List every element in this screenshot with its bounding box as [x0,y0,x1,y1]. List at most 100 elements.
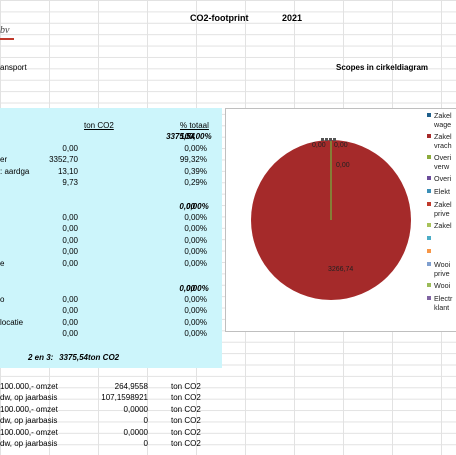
row-pct[interactable]: 0,00% [184,317,207,327]
row-value[interactable]: 0,00 [62,295,78,304]
row-value[interactable]: 13,10 [57,166,78,176]
col-header-ton: ton CO2 [84,121,114,130]
subtotal-scope2-pct[interactable]: 0,00% [186,202,209,211]
legend-entry: Zakel prive [427,200,452,218]
ratio-label: 100.000,- omzet [0,427,58,437]
row-value[interactable]: 0,00 [62,224,78,234]
data-label-main: 3266,74 [328,266,354,273]
row-pct[interactable]: 0,00% [184,258,207,268]
row-pct[interactable]: 0,00% [184,235,207,245]
legend-text: Electr [434,294,453,303]
data-label-3: 0,00 [336,162,350,169]
row-value[interactable]: 9,73 [62,178,78,188]
ratio-value[interactable]: 0,0000 [123,404,148,414]
page-title: CO2-footprint [190,13,249,23]
row-label: o [0,295,5,304]
legend-swatch [427,189,431,193]
ratio-label: dw, op jaarbasis [0,393,58,403]
legend-entry: Wooi [427,281,451,291]
row-label: er [0,155,8,165]
ratio-unit: ton CO2 [171,439,201,448]
sum-value[interactable]: 3375,54 [59,353,88,362]
total-value[interactable]: 3375,54 [166,132,195,141]
col-header-pct: % totaal [180,121,209,130]
legend-text: Zakel [434,221,452,230]
ratio-value[interactable]: 0,0000 [123,427,148,437]
row-pct[interactable]: 0,00% [184,144,207,153]
legend-text-2: vrach [434,140,452,150]
ratio-value[interactable]: 107,1598921 [101,393,148,403]
legend-swatch [427,155,431,159]
row-label: e [0,258,5,268]
row-pct[interactable]: 0,00% [184,213,207,222]
legend-text: Overi [434,174,452,183]
legend-text-2: prive [434,208,450,218]
ratio-unit: ton CO2 [171,427,201,437]
row-pct[interactable]: 0,00% [184,306,207,316]
legend-entry: Elekt [427,187,450,197]
legend-swatch [427,134,431,138]
legend-text: Wooi [434,260,451,269]
legend-entry: Electr klant [427,294,453,312]
legend-swatch [427,176,431,180]
row-pct[interactable]: 0,00% [184,329,207,339]
legend-text: Wooi [434,281,451,290]
pie-chart-box[interactable]: 0,00 0,00 0,00 3266,74 Zakel wage Zakel vra… [225,108,456,332]
legend-text-2: klant [434,302,450,312]
legend-text: Elekt [434,187,450,196]
row-pct[interactable]: 0,29% [184,178,207,188]
row-pct[interactable]: 99,32% [179,155,207,165]
ratio-label: dw, op jaarbasis [0,439,58,448]
legend-text-2: wage [434,119,452,129]
sum-label: 2 en 3: [28,353,54,362]
row-value[interactable]: 0,00 [62,247,78,257]
row-pct[interactable]: 0,00% [184,295,207,304]
ratio-value[interactable]: 0 [143,439,148,448]
row-pct[interactable]: 0,00% [184,247,207,257]
legend-swatch [427,236,431,240]
subtotal-scope3-pct[interactable]: 0,00% [186,284,209,293]
row-pct[interactable]: 0,39% [184,166,207,176]
legend-text-2: prive [434,268,450,278]
ratio-value[interactable]: 0 [143,416,148,426]
row-value[interactable]: 0,00 [62,258,78,268]
ratio-value[interactable]: 264,9558 [114,382,148,391]
legend-swatch [427,113,431,117]
ratio-unit: ton CO2 [171,404,201,414]
subtotal-scope2-value[interactable]: 0,00 [179,202,195,211]
legend-swatch [427,202,431,206]
pie-label-marker [325,138,328,141]
legend-swatch [427,262,431,266]
legend-entry: Zakel vrach [427,132,452,150]
row-value[interactable]: 0,00 [62,329,78,339]
row-pct[interactable]: 0,00% [184,224,207,234]
row-value[interactable]: 3352,70 [49,155,78,165]
legend-swatch [427,223,431,227]
ratio-unit: ton CO2 [171,382,201,391]
data-label-2: 0,00 [334,142,348,149]
legend-text: Overi [434,153,452,162]
legend-entry: Zakel [427,221,452,231]
subtotal-scope3-value[interactable]: 0,00 [179,284,195,293]
row-value[interactable]: 0,00 [62,213,78,222]
pie-label-marker [329,138,332,141]
data-label-1: 0,00 [312,142,326,149]
sum-unit: ton CO2 [88,353,120,362]
legend-text: Zakel [434,200,452,209]
row-value[interactable]: 0,00 [62,235,78,245]
row-value[interactable]: 0,00 [62,317,78,327]
row-value[interactable]: 0,00 [62,144,78,153]
row-label-transport: ansport [0,63,27,72]
row-label: : aardga [0,166,30,176]
row-value[interactable]: 0,00 [62,306,78,316]
year-label: 2021 [282,13,303,23]
total-pct[interactable]: 100,00% [180,132,212,141]
legend-text-2: verw [434,161,450,171]
pie-label-marker [333,138,336,141]
ratio-label: 100.000,- omzet [0,404,58,414]
ratio-unit: ton CO2 [171,416,201,426]
legend-text: Zakel [434,111,452,120]
ratio-unit: ton CO2 [171,393,201,403]
chart-heading: Scopes in cirkeldiagram [336,63,429,72]
legend-text: Zakel [434,132,452,141]
